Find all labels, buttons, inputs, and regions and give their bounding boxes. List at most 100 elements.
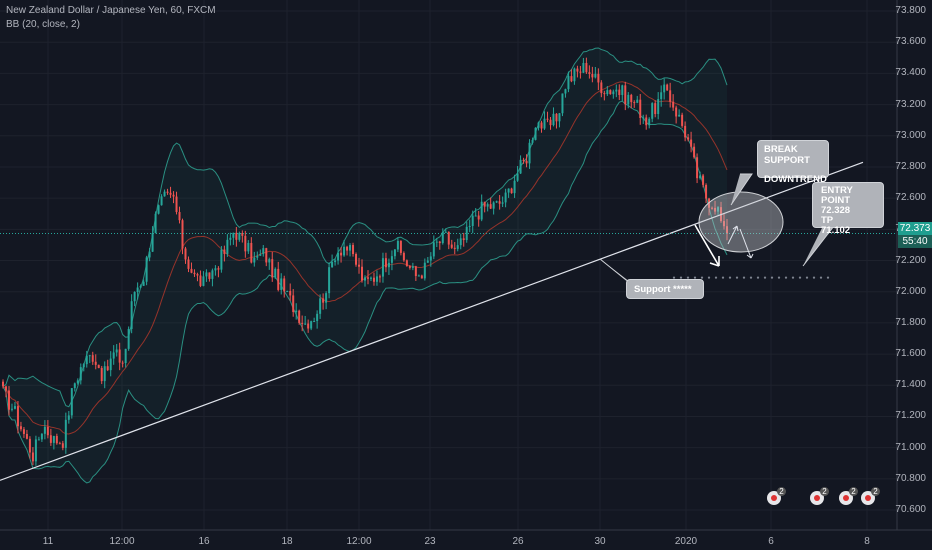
candle-body — [498, 201, 501, 204]
candle-body — [229, 237, 232, 240]
candle — [675, 105, 678, 124]
candle — [145, 255, 148, 286]
price-tick-label: 73.800 — [895, 5, 926, 16]
candle — [139, 284, 142, 289]
price-tick-label: 71.200 — [895, 410, 926, 422]
event-icon[interactable]: 2 — [767, 487, 786, 505]
candle-body — [414, 266, 417, 277]
candle-body — [313, 321, 316, 323]
candle — [64, 412, 67, 454]
candle-body — [145, 257, 148, 282]
tp-dot — [770, 276, 774, 279]
candle — [420, 274, 423, 279]
candle-body — [618, 89, 621, 95]
candle — [444, 228, 447, 233]
candle — [358, 257, 361, 274]
candle — [13, 401, 16, 410]
candle — [588, 65, 591, 79]
candle — [262, 245, 265, 257]
candle-body — [651, 103, 654, 119]
candle-body — [73, 383, 76, 389]
candle — [621, 84, 624, 102]
candle — [37, 436, 40, 441]
candle-body — [630, 94, 633, 103]
candle-body — [594, 73, 597, 78]
candle — [292, 289, 295, 317]
candle-body — [483, 201, 486, 207]
candle-body — [19, 426, 22, 430]
candle-body — [702, 175, 705, 185]
candle — [378, 274, 381, 283]
candle-body — [516, 173, 519, 181]
candle — [441, 228, 444, 245]
event-icon[interactable]: 2 — [810, 487, 829, 505]
candle-body — [582, 62, 585, 73]
candle-body — [453, 247, 456, 249]
candle — [70, 388, 73, 419]
candle-body — [4, 386, 7, 391]
candle — [633, 100, 636, 108]
candle — [489, 197, 492, 210]
event-icon[interactable]: 2 — [861, 487, 880, 505]
candle — [678, 109, 681, 117]
candle — [52, 435, 55, 450]
entry-point-callout[interactable]: ENTRY POINT 72.328 TP 71.102 — [812, 182, 884, 236]
candle-body — [699, 175, 702, 179]
candle — [375, 270, 378, 286]
candle-body — [214, 268, 217, 271]
candle — [112, 345, 115, 365]
candle-body — [337, 252, 340, 261]
candle — [343, 240, 346, 257]
candle-body — [507, 188, 510, 193]
candles — [2, 57, 728, 466]
support-callout[interactable]: Support ***** — [626, 279, 704, 299]
candle-body — [558, 113, 561, 122]
candle-body — [175, 196, 178, 213]
candle — [390, 250, 393, 271]
candle-body — [492, 202, 495, 209]
candle — [208, 272, 211, 282]
candle-body — [343, 246, 346, 256]
candle-body — [444, 231, 447, 233]
candle — [130, 294, 133, 334]
tp-dot — [728, 276, 732, 279]
candle-body — [465, 226, 468, 241]
candle-body — [67, 415, 70, 420]
candle — [115, 344, 118, 357]
drop-arrow — [739, 228, 754, 259]
candle-body — [94, 361, 97, 365]
candle — [160, 194, 163, 206]
candle-body — [208, 272, 211, 279]
candle — [298, 309, 301, 325]
candle — [355, 252, 358, 267]
candle — [546, 111, 549, 123]
candle-body — [591, 74, 594, 78]
candle-body — [172, 194, 175, 197]
candle-body — [46, 426, 49, 436]
break-support-callout[interactable]: BREAK SUPPORT DOWNTREND — [757, 140, 829, 185]
tp-dot — [686, 276, 690, 279]
candle — [585, 57, 588, 74]
candle — [265, 247, 268, 267]
candle-body — [384, 258, 387, 268]
price-tick-label: 72.000 — [895, 285, 926, 297]
candle — [513, 174, 516, 198]
candle — [555, 113, 558, 129]
candle-body — [256, 255, 259, 258]
candle — [492, 201, 495, 215]
candle — [570, 69, 573, 83]
candle — [396, 237, 399, 253]
tp-dot — [777, 276, 781, 279]
event-icon[interactable]: 2 — [839, 487, 858, 505]
candle-body — [64, 419, 67, 448]
candle — [319, 294, 322, 319]
candle — [94, 354, 97, 370]
candle-body — [471, 215, 474, 226]
symbol-title: New Zealand Dollar / Japanese Yen, 60, F… — [6, 5, 216, 16]
candle-body — [16, 406, 19, 427]
candle — [253, 251, 256, 267]
band-fill — [3, 47, 727, 483]
indicator-title[interactable]: BB (20, close, 2) — [6, 19, 80, 30]
candle-body — [283, 278, 286, 292]
